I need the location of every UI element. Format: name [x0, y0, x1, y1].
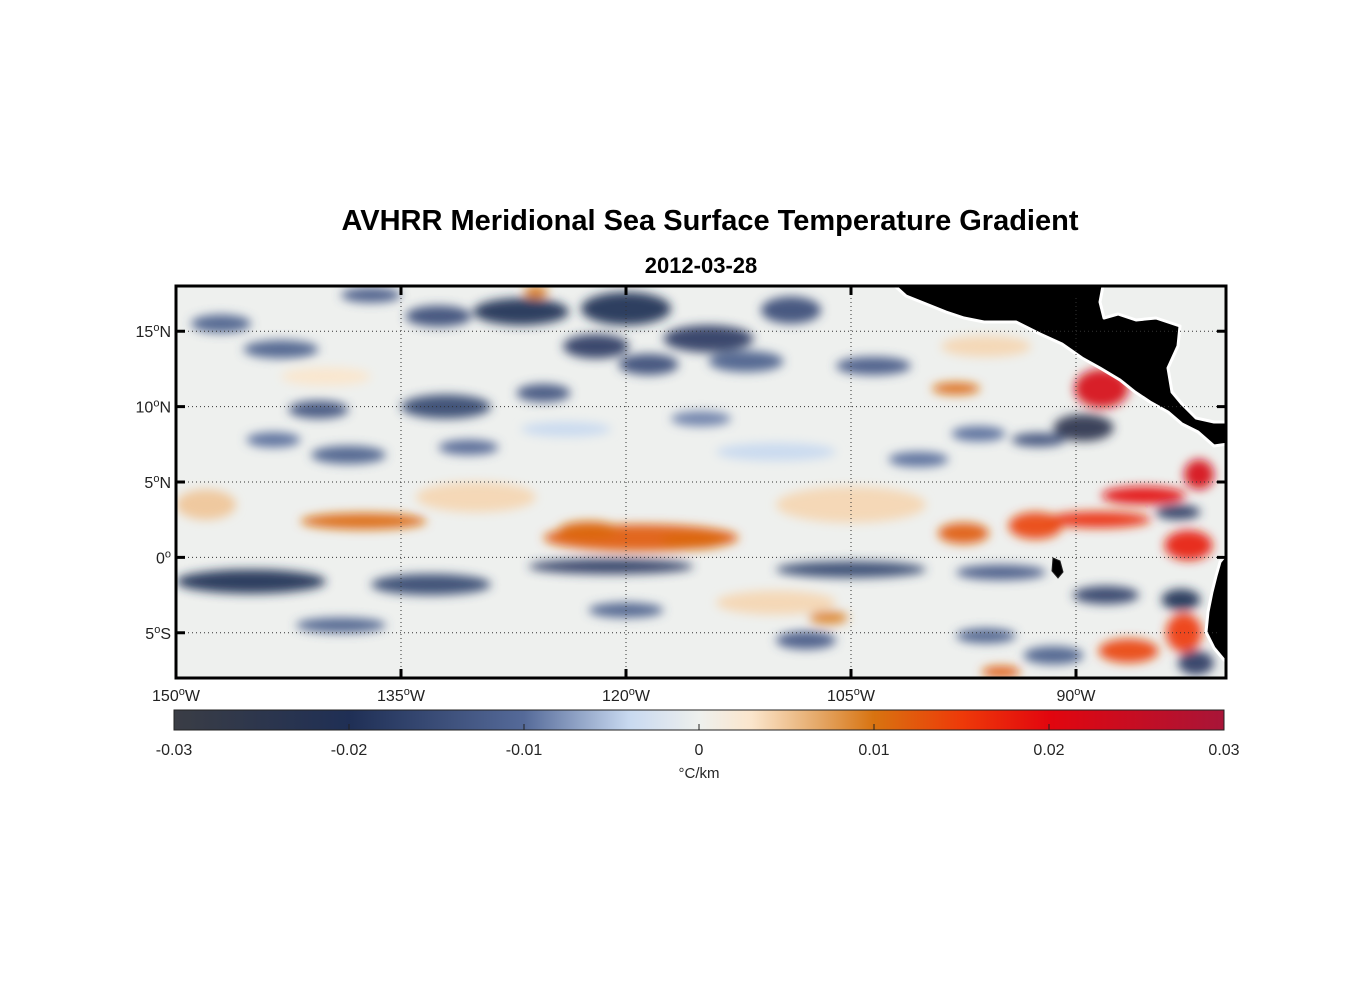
warm-gradient-feature — [1101, 486, 1186, 505]
cold-gradient-feature — [288, 400, 349, 419]
colorbar-tick-label: 0.03 — [1208, 742, 1239, 759]
cold-gradient-feature — [1073, 586, 1139, 605]
colorbar-tick-label: 0.01 — [858, 742, 889, 759]
warm-gradient-feature — [776, 486, 926, 523]
cold-gradient-feature — [761, 296, 821, 324]
warm-gradient-feature — [1164, 530, 1213, 561]
warm-gradient-feature — [1184, 459, 1214, 490]
warm-gradient-feature — [938, 522, 989, 544]
warm-gradient-feature — [981, 665, 1021, 678]
lat-tick-label: 10oN — [136, 398, 171, 417]
cold-gradient-feature — [618, 353, 679, 375]
cold-gradient-feature — [371, 573, 491, 596]
cold-gradient-feature — [888, 451, 949, 467]
colorbar-tick-label: 0 — [695, 742, 704, 759]
cold-gradient-feature — [776, 631, 836, 650]
cold-gradient-feature — [473, 298, 569, 326]
cold-gradient-feature — [401, 394, 491, 419]
galapagos-island — [1051, 557, 1064, 579]
lon-tick-label: 135oW — [377, 686, 426, 705]
cold-gradient-feature — [1155, 504, 1201, 520]
colorbar-tick-label: -0.02 — [331, 742, 368, 759]
land-mask — [893, 286, 1226, 663]
warm-gradient-feature — [1046, 511, 1151, 528]
cold-gradient-feature — [1011, 433, 1066, 447]
warm-gradient-feature — [660, 532, 727, 550]
cold-gradient-feature — [341, 287, 401, 303]
warm-gradient-feature — [176, 489, 236, 520]
colorbar-tick-label: -0.01 — [506, 742, 543, 759]
cold-gradient-feature — [1023, 646, 1084, 665]
south-america-land — [1204, 552, 1226, 663]
chart-subtitle: 2012-03-28 — [644, 253, 758, 278]
cold-gradient-feature — [521, 421, 611, 437]
cold-gradient-feature — [243, 340, 319, 359]
chart-title: AVHRR Meridional Sea Surface Temperature… — [341, 205, 1079, 237]
cold-gradient-feature — [956, 564, 1046, 580]
cold-gradient-feature — [563, 334, 629, 359]
lat-tick-label: 0o — [156, 548, 171, 567]
cold-gradient-feature — [1178, 650, 1214, 675]
warm-gradient-feature — [558, 521, 619, 540]
cold-gradient-feature — [528, 558, 694, 574]
axis-ticks — [174, 286, 1226, 678]
lat-tick-label: 5oS — [145, 624, 171, 643]
cold-gradient-feature — [708, 350, 784, 372]
cold-gradient-feature — [776, 561, 926, 578]
cold-gradient-feature — [516, 384, 571, 403]
warm-gradient-feature — [281, 367, 371, 386]
cold-gradient-feature — [836, 356, 911, 375]
cold-gradient-feature — [956, 628, 1016, 644]
warm-gradient-feature — [416, 482, 536, 513]
warm-gradient-feature — [941, 335, 1031, 357]
graticule — [176, 286, 1226, 678]
warm-gradient-feature — [716, 590, 836, 615]
colorbar-tick-label: -0.03 — [156, 742, 193, 759]
cold-gradient-feature — [951, 426, 1006, 442]
warm-gradient-feature — [300, 512, 427, 530]
warm-gradient-feature — [524, 286, 548, 299]
lat-tick-label: 15oN — [136, 322, 171, 341]
warm-gradient-feature — [1008, 512, 1063, 540]
colorbar-unit-label: °C/km — [679, 765, 720, 782]
cold-gradient-feature — [663, 325, 754, 353]
cold-gradient-feature — [176, 569, 326, 594]
cold-gradient-feature — [405, 305, 472, 327]
lat-tick-label: 5oN — [144, 473, 171, 492]
warm-gradient-feature — [1098, 638, 1159, 663]
cold-gradient-feature — [1053, 414, 1114, 442]
cold-gradient-feature — [1161, 589, 1201, 611]
lon-tick-label: 105oW — [827, 686, 876, 705]
cold-gradient-feature — [581, 292, 671, 326]
cold-gradient-feature — [716, 442, 836, 461]
cold-gradient-feature — [191, 314, 251, 333]
warm-gradient-feature — [809, 610, 848, 625]
cold-gradient-feature — [671, 411, 731, 427]
cold-gradient-feature — [438, 439, 499, 455]
sst-gradient-field — [176, 286, 1214, 678]
colorbar-tick-label: 0.02 — [1033, 742, 1064, 759]
warm-gradient-feature — [932, 382, 980, 395]
cold-gradient-feature — [311, 445, 386, 464]
lon-tick-label: 150oW — [152, 686, 201, 705]
axis-labels: 150oW 135oW 120oW 105oW 90oW 15oN 10oN 5oN 0o 5oS — [136, 322, 1097, 705]
colorbar-ticks: -0.03 -0.02 -0.01 0 0.01 0.02 0.03 — [156, 724, 1240, 759]
lon-tick-label: 120oW — [602, 686, 651, 705]
cold-gradient-feature — [246, 432, 301, 448]
central-america-land — [893, 286, 1226, 448]
cold-gradient-feature — [296, 617, 386, 633]
lon-tick-label: 90oW — [1056, 686, 1096, 705]
